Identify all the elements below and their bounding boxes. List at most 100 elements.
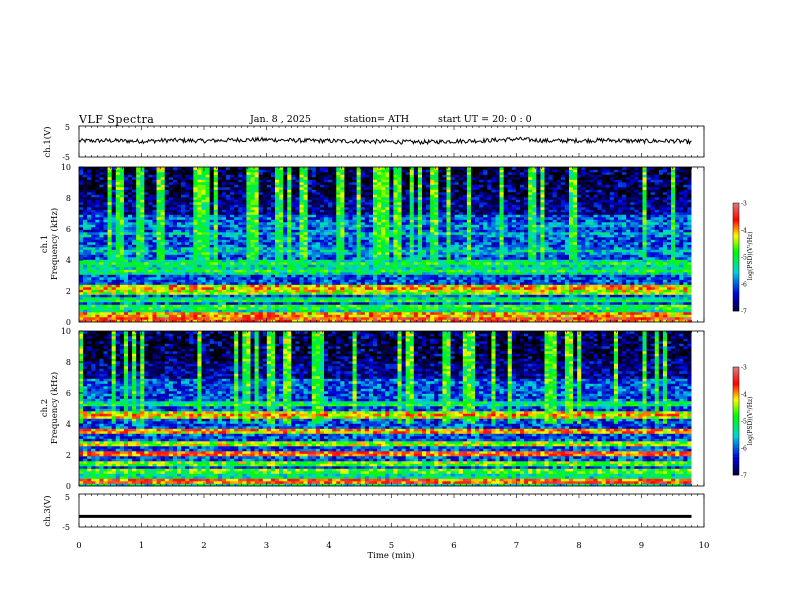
spectrogram-cell [385,302,390,305]
spectrogram-cell [234,209,239,213]
spectrogram-cell [221,237,227,240]
spectrogram-cell [164,312,170,315]
spectrogram-cell [405,257,411,260]
spectrogram-cell [344,237,349,240]
spectrogram-cell [168,287,174,290]
spectrogram-cell [405,309,411,313]
spectrogram-cell [348,287,353,290]
spectrogram-cell [152,279,157,283]
spectrogram-cell [172,312,178,315]
spectrogram-cell [283,257,288,260]
spectrogram-cell [189,177,194,180]
spectrogram-cell [156,202,161,205]
spectrogram-cell [364,222,370,225]
spectrogram-cell [87,222,92,225]
spectrogram-cell [242,217,247,220]
spectrogram-cell [230,187,235,190]
spectrogram-cell [83,239,88,243]
spectrogram-cell [319,297,325,300]
spectrogram-cell [373,254,378,258]
spectrogram-cell [205,287,210,290]
spectrogram-cell [213,307,219,310]
spectrogram-cell [144,167,149,170]
spectrogram-cell [352,169,357,173]
spectrogram-cell [168,204,174,208]
spectrogram-cell [328,194,333,198]
spectrogram-cell [168,242,174,245]
spectrogram-cell [144,239,149,243]
spectrogram-cell [234,277,239,280]
spectrogram-cell [132,229,137,233]
spectrogram-cell [156,167,161,170]
spectrogram-cell [181,319,186,323]
spectrogram-cell [307,304,313,308]
spectrogram-cell [262,242,268,245]
spectrogram-cell [258,279,264,283]
spectrogram-cell [107,294,112,298]
spectrogram-cell [205,272,210,275]
spectrogram-cell [91,309,96,313]
spectrogram-cell [389,239,394,243]
spectrogram-cell [226,242,231,245]
spectrogram-cell [132,292,137,295]
spectrogram-cell [197,274,202,278]
spectrogram-cell [83,192,88,195]
spectrogram-cell [344,169,349,173]
spectrogram-cell [119,224,125,228]
spectrogram-cell [360,304,366,308]
spectrogram-cell [185,189,190,193]
spectrogram-cell [111,209,117,213]
spectrogram-cell [168,187,174,190]
spectrogram-cell [140,284,145,288]
spectrogram-cell [230,284,235,288]
spectrogram-cell [356,254,362,258]
spectrogram-cell [103,184,108,188]
spectrogram-cell [205,182,210,185]
spectrogram-cell [99,264,104,268]
spectrogram-cell [238,317,243,320]
spectrogram-cell [197,277,202,280]
spectrogram-cell [368,282,374,285]
spectrogram-cell [275,239,280,243]
spectrogram-cell [148,269,153,273]
spectrogram-cell [119,167,125,170]
spectrogram-cell [364,317,370,320]
spectrogram-cell [140,169,145,173]
spectrogram-cell [119,319,125,323]
spectrogram-cell [299,172,304,175]
spectrogram-cell [226,247,231,250]
spectrogram-cell [83,267,88,270]
spectrogram-cell [152,182,157,185]
spectrogram-cell [230,214,235,218]
spectrogram-cell [348,247,353,250]
spectrogram-cell [136,207,141,210]
spectrogram-cell [156,314,161,318]
spectrogram-cell [197,172,202,175]
spectrogram-cell [364,302,370,305]
spectrogram-cell [234,292,239,295]
spectrogram-cell [123,247,129,250]
spectrogram-cell [115,272,121,275]
spectrogram-cell [283,224,288,228]
spectrogram-cell [193,309,198,313]
spectrogram-cell [132,247,137,250]
spectrogram-cell [217,262,223,265]
spectrogram-cell [172,172,178,175]
spectrogram-cell [136,232,141,235]
spectrogram-cell [217,172,223,175]
spectrogram-cell [258,187,264,190]
spectrogram-cell [238,214,243,218]
spectrogram-cell [299,269,304,273]
spectrogram-cell [144,242,149,245]
spectrogram-cell [193,249,198,253]
spectrogram-cell [201,237,206,240]
spectrogram-cell [205,242,210,245]
spectrogram-cell [324,244,329,248]
spectrogram-cell [262,249,268,253]
spectrogram-cell [160,232,166,235]
spectrogram-cell [262,304,268,308]
spectrogram-cell [262,292,268,295]
spectrogram-cell [319,302,325,305]
spectrogram-cell [389,207,394,210]
spectrogram-cell [201,232,206,235]
